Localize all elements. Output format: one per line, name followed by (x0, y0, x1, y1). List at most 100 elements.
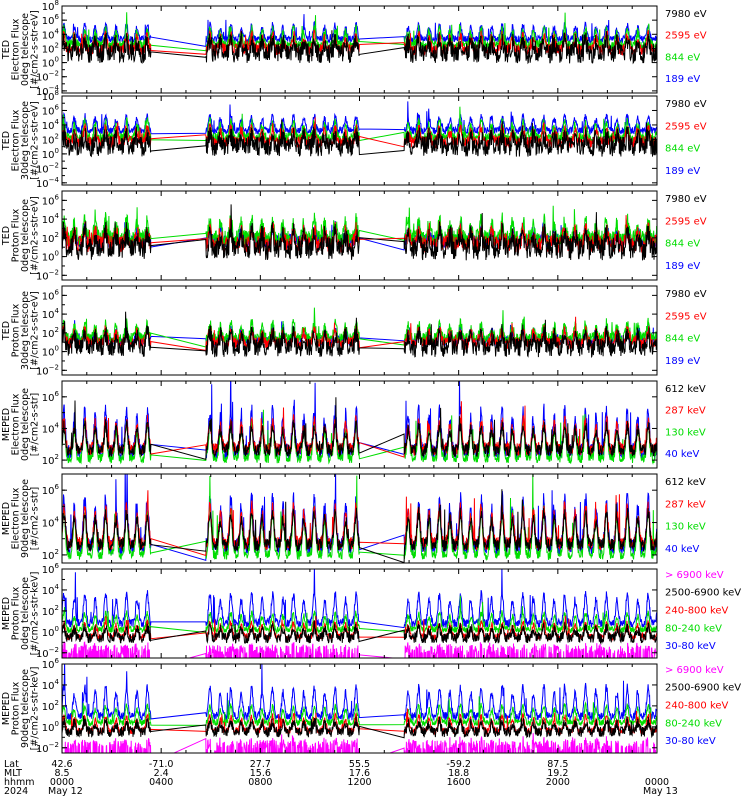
y-axis-label-line: Proton Flux (11, 586, 22, 640)
axis-row-label: MLT (4, 768, 22, 779)
y-tick-label: 100 (42, 147, 59, 161)
series-line--6900-kev (62, 641, 657, 658)
series-line-80-240-kev (62, 595, 657, 635)
legend-entry: 2595 eV (665, 31, 707, 42)
y-axis-label-line: Proton Flux (11, 303, 22, 357)
y-axis-label-line: MEPED (1, 408, 12, 441)
x-tick-label: 0800 (248, 777, 272, 788)
series-line-7980-ev (62, 311, 657, 359)
y-axis-label-line: Proton Flux (11, 208, 22, 262)
y-tick-label: 106 (42, 103, 60, 117)
y-tick-label: 100 (42, 720, 59, 734)
legend-entry: 287 keV (665, 499, 706, 510)
y-axis-label-line: MEPED (1, 692, 12, 725)
y-tick-label: 104 (42, 212, 60, 226)
series-line-2500-6900-kev (62, 620, 657, 645)
legend-entry: 2595 eV (665, 216, 707, 227)
y-tick-label: 100 (42, 345, 59, 359)
y-tick-label: 102 (42, 699, 59, 713)
y-tick-label: 106 (42, 13, 60, 27)
series-line-189-ev (62, 101, 657, 136)
y-tick-label: 102 (42, 604, 59, 618)
y-axis-label-line: Electron Flux (11, 393, 22, 455)
series-line--6900-kev (62, 733, 657, 753)
y-tick-label: 106 (42, 483, 60, 497)
y-axis-label-line: [#/cm2-s-str-keV] (30, 667, 41, 751)
y-axis-label-line: 0deg telescope (20, 577, 31, 650)
y-axis-label-line: [#/cm2-s-str-eV] (30, 10, 41, 89)
x-tick-label: -71.0 (149, 759, 174, 770)
y-tick-label: 108 (42, 89, 59, 103)
legend-entry: 2595 eV (665, 121, 707, 132)
y-tick-label: 104 (42, 118, 60, 132)
legend-entry: 189 eV (665, 356, 700, 367)
series-line-2500-6900-kev (62, 715, 657, 739)
y-tick-label: 100 (42, 250, 59, 264)
legend-entry: 612 keV (665, 384, 706, 395)
series-line-7980-ev (62, 30, 657, 65)
y-axis-label-line: [#/cm2-s-str-keV] (30, 572, 41, 656)
y-axis-label-line: 0deg telescope (20, 13, 31, 86)
y-tick-label: 104 (42, 307, 60, 321)
axis-row-label: hhmm (4, 777, 35, 788)
y-axis-label-line: Electron Flux (11, 487, 22, 549)
legend-entry: > 6900 keV (665, 570, 724, 581)
y-axis-label-line: TED (1, 321, 12, 341)
y-tick-label: 102 (42, 231, 59, 245)
legend-entry: 7980 eV (665, 289, 707, 300)
y-axis-label-line: 90deg telescope (20, 479, 31, 558)
legend-entry: > 6900 keV (665, 665, 724, 676)
y-axis-label-line: MEPED (1, 502, 12, 535)
legend-entry: 844 eV (665, 144, 700, 155)
y-tick-label: 100 (42, 625, 59, 639)
y-tick-label: 102 (42, 453, 59, 467)
legend-entry: 40 keV (665, 544, 699, 555)
y-axis-label-line: 90deg telescope (20, 669, 31, 748)
y-axis-label-line: [#/cm2-s-str-eV] (30, 196, 41, 275)
y-tick-label: 102 (42, 41, 59, 55)
x-tick-label: -59.2 (446, 759, 471, 770)
y-tick-label: 104 (42, 516, 60, 530)
y-tick-label: 104 (42, 27, 60, 41)
x-tick-label: 87.5 (547, 759, 568, 770)
legend-entry: 40 keV (665, 449, 699, 460)
y-tick-label: 106 (42, 390, 60, 404)
y-axis-label-line: Electron Flux (11, 109, 22, 171)
x-tick-label: 15.6 (250, 768, 271, 779)
y-tick-label: 100 (42, 56, 59, 70)
axis-row-label: Lat (4, 759, 19, 770)
y-axis-label-line: 30deg telescope (20, 291, 31, 370)
x-tick-label: 18.8 (448, 768, 469, 779)
legend-entry: 7980 eV (665, 99, 707, 110)
legend-entry: 2500-6900 keV (665, 683, 741, 694)
x-tick-label: 2000 (546, 777, 570, 788)
y-axis-label-line: [#/cm2-s-str-eV] (30, 101, 41, 180)
legend-entry: 80-240 keV (665, 718, 722, 729)
y-axis-label-line: TED (1, 226, 12, 246)
y-axis-label-line: Electron Flux (11, 18, 22, 80)
legend-entry: 189 eV (665, 74, 700, 85)
legend-entry: 130 keV (665, 427, 706, 438)
y-axis-label-line: 0deg telescope (20, 199, 31, 272)
x-tick-label: 55.5 (349, 759, 370, 770)
y-tick-label: 102 (42, 548, 59, 562)
x-tick-label: 8.5 (54, 768, 69, 779)
x-tick-label: 2.4 (154, 768, 169, 779)
x-tick-label: 0000 (50, 777, 74, 788)
legend-entry: 30-80 keV (665, 641, 716, 652)
series-line-612-kev (62, 489, 657, 563)
legend-entry: 844 eV (665, 334, 700, 345)
y-tick-label: 106 (42, 657, 60, 671)
y-tick-label: 102 (42, 132, 59, 146)
y-axis-label-line: TED (1, 131, 12, 151)
y-tick-label: 104 (42, 421, 60, 435)
x-tick-label: 0000 (645, 777, 669, 788)
series-line-30-80-kev (62, 664, 657, 722)
y-tick-label: 106 (42, 193, 60, 207)
